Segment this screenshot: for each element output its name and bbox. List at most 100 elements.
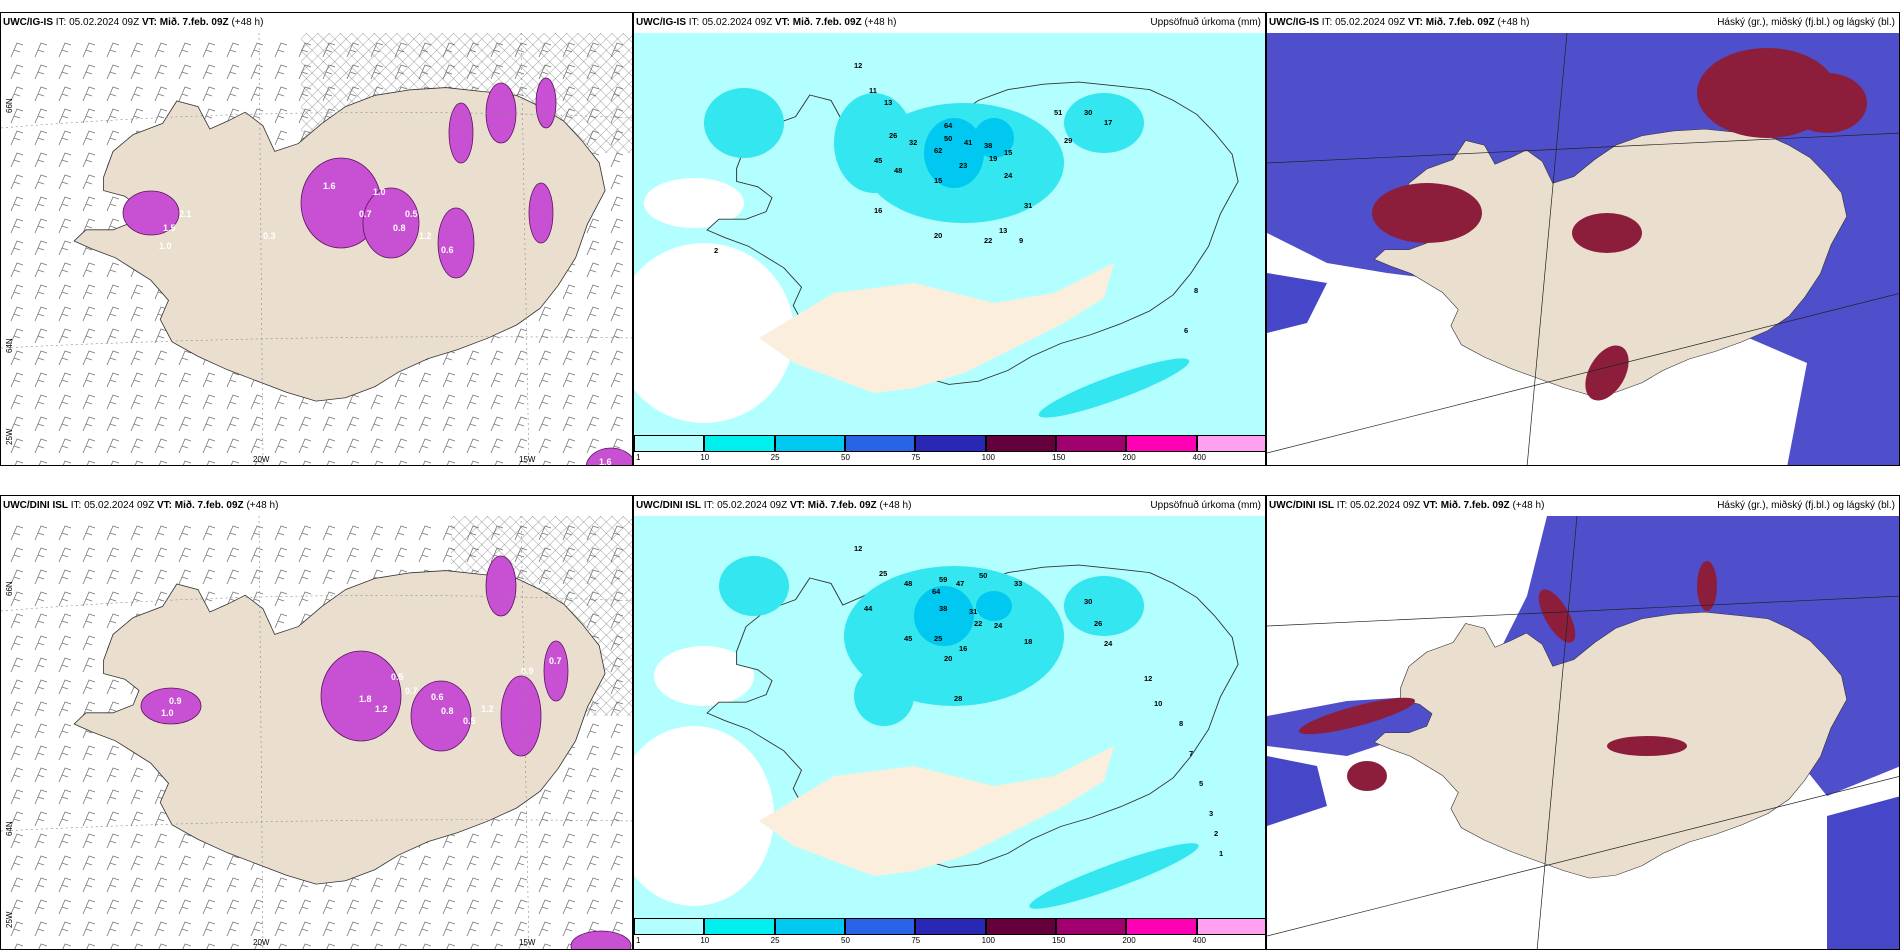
wind-barb	[538, 811, 552, 827]
wind-barb	[14, 943, 24, 949]
legend-label: 200	[1122, 936, 1136, 945]
wind-barb	[514, 350, 528, 366]
wind-barb	[346, 416, 360, 432]
lat-label-64: 64N	[5, 338, 14, 353]
wind-barb	[254, 460, 264, 465]
wind-barb	[490, 416, 504, 432]
wind-barb	[58, 767, 72, 783]
legend-swatch	[704, 435, 775, 452]
precip-value: 33	[1014, 579, 1022, 588]
wind-barb	[470, 460, 480, 465]
wind-barb	[82, 921, 96, 937]
wind-barb	[226, 64, 240, 80]
precip-value: 24	[1004, 171, 1013, 180]
wind-barb	[178, 569, 192, 585]
wind-barb	[418, 921, 432, 937]
legend-label: 10	[700, 453, 710, 462]
wind-barb	[226, 547, 240, 563]
wind-barb	[38, 943, 48, 949]
legend-label: 400	[1192, 453, 1207, 462]
wind-barb	[226, 899, 240, 915]
wind-barb	[322, 438, 336, 454]
precip-value: 16	[874, 206, 882, 215]
wind-barb	[34, 284, 48, 300]
wind-barb	[418, 416, 432, 432]
wind-barb	[130, 921, 144, 937]
wind-barb	[62, 943, 72, 949]
wind-barb	[250, 569, 264, 585]
wind-barb	[58, 284, 72, 300]
wind-barb	[58, 701, 72, 717]
wind-barb	[58, 811, 72, 827]
wind-barb	[130, 591, 144, 607]
wind-barb	[374, 943, 384, 949]
wind-barb	[130, 569, 144, 585]
wind-barb	[10, 745, 24, 761]
panel-title: UWC/IG-IS IT: 05.02.2024 09Z VT: Mið. 7.…	[636, 17, 897, 28]
graticule	[1, 33, 632, 465]
legend-swatch	[1056, 918, 1127, 935]
wind-barb	[562, 877, 576, 893]
wind-barb	[350, 460, 360, 465]
wind-barb	[130, 350, 144, 366]
wind-barb	[490, 350, 504, 366]
wind-barb	[154, 328, 168, 344]
legend-label: 150	[1052, 936, 1066, 945]
wind-barb	[154, 438, 168, 454]
wind-barb	[82, 152, 96, 168]
legend-swatch	[634, 918, 705, 935]
precip-value: 45	[904, 634, 912, 643]
panel-subtitle: Háský (gr.), miðský (fj.bl.) og lágský (…	[1717, 500, 1895, 511]
wind-barb	[106, 921, 120, 937]
wind-barb	[274, 877, 288, 893]
wind-barb	[586, 306, 600, 322]
wind-barb	[82, 547, 96, 563]
wind-barb	[202, 394, 216, 410]
wind-barb	[278, 460, 288, 465]
wind-barb	[422, 460, 432, 465]
precip-blue	[924, 118, 1014, 188]
precip-value: 26	[889, 131, 897, 140]
wind-barb	[418, 899, 432, 915]
snow-depth-value: 2.1	[179, 209, 192, 219]
wind-barb	[586, 921, 600, 937]
wind-barb	[82, 64, 96, 80]
wind-barb	[154, 833, 168, 849]
wind-barb	[130, 394, 144, 410]
wind-barb	[586, 789, 600, 805]
wind-barb	[442, 372, 456, 388]
wind-barb	[322, 547, 336, 563]
wind-barb	[202, 877, 216, 893]
wind-barb	[82, 789, 96, 805]
wind-barb	[398, 460, 408, 465]
wind-barb	[82, 613, 96, 629]
precip-value: 31	[1024, 201, 1032, 210]
wind-barb	[130, 547, 144, 563]
wind-barb	[82, 635, 96, 651]
precip-value: 13	[884, 98, 892, 107]
wind-barb	[298, 921, 312, 937]
wind-barb	[586, 350, 600, 366]
wind-barb	[226, 372, 240, 388]
wind-barb	[58, 855, 72, 871]
wind-barb	[106, 42, 120, 58]
legend-label: 100	[981, 936, 996, 945]
wind-barb	[538, 877, 552, 893]
wind-barb	[178, 525, 192, 541]
precip-value: 29	[1064, 136, 1072, 145]
wind-barb	[370, 416, 384, 432]
wind-barb	[130, 789, 144, 805]
legend-swatch	[1126, 918, 1197, 935]
wind-barb	[490, 855, 504, 871]
wind-barb	[202, 525, 216, 541]
wind-barb	[106, 855, 120, 871]
wind-barb	[134, 943, 144, 949]
wind-barb	[514, 416, 528, 432]
wind-barb	[154, 525, 168, 541]
wind-barb	[58, 789, 72, 805]
legend-swatch	[1056, 435, 1127, 452]
panel-subtitle: Uppsöfnuð úrkoma (mm)	[1150, 17, 1261, 28]
wind-barb	[34, 569, 48, 585]
wind-barb	[562, 921, 576, 937]
snow-depth-value: 0.5	[463, 716, 476, 726]
